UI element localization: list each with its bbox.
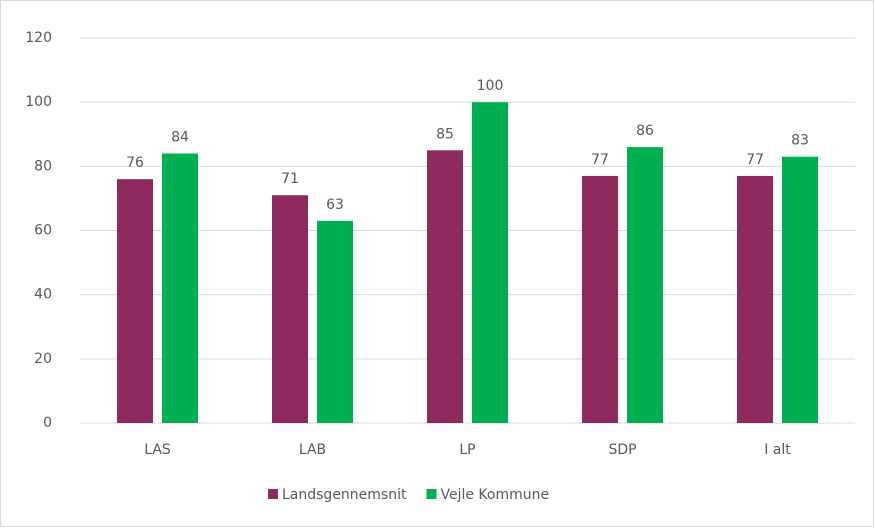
x-tick-label: I alt bbox=[764, 442, 791, 458]
value-label: 85 bbox=[436, 126, 454, 142]
bar bbox=[317, 220, 353, 423]
x-tick-label: LP bbox=[459, 442, 475, 458]
y-tick-label: 100 bbox=[25, 94, 52, 110]
y-tick-label: 80 bbox=[34, 158, 52, 174]
y-tick-label: 60 bbox=[34, 223, 52, 239]
legend-label: Landsgennemsnit bbox=[282, 487, 407, 503]
value-label: 77 bbox=[746, 152, 764, 168]
bar bbox=[162, 153, 198, 423]
value-label: 83 bbox=[791, 133, 809, 149]
value-label: 63 bbox=[326, 197, 344, 213]
bar bbox=[472, 102, 508, 424]
bar bbox=[582, 175, 618, 423]
value-label: 77 bbox=[591, 152, 609, 168]
y-tick-label: 20 bbox=[34, 351, 52, 367]
bar bbox=[117, 179, 153, 423]
value-label: 84 bbox=[171, 130, 189, 146]
value-label: 86 bbox=[636, 123, 654, 139]
bar bbox=[627, 147, 663, 424]
legend-swatch bbox=[426, 489, 437, 499]
y-tick-label: 40 bbox=[34, 287, 52, 303]
bar bbox=[272, 195, 308, 423]
bar bbox=[737, 175, 773, 423]
bar bbox=[782, 156, 818, 424]
bar bbox=[427, 150, 463, 423]
value-label: 76 bbox=[126, 155, 144, 171]
y-tick-label: 120 bbox=[25, 30, 52, 46]
y-tick-label: 0 bbox=[43, 415, 52, 431]
x-tick-label: LAS bbox=[144, 442, 171, 458]
legend-label: Vejle Kommune bbox=[440, 487, 549, 503]
x-tick-label: SDP bbox=[608, 442, 636, 458]
x-tick-label: LAB bbox=[299, 442, 326, 458]
value-label: 100 bbox=[477, 78, 504, 94]
legend-swatch bbox=[268, 489, 278, 499]
value-label: 71 bbox=[281, 171, 299, 187]
